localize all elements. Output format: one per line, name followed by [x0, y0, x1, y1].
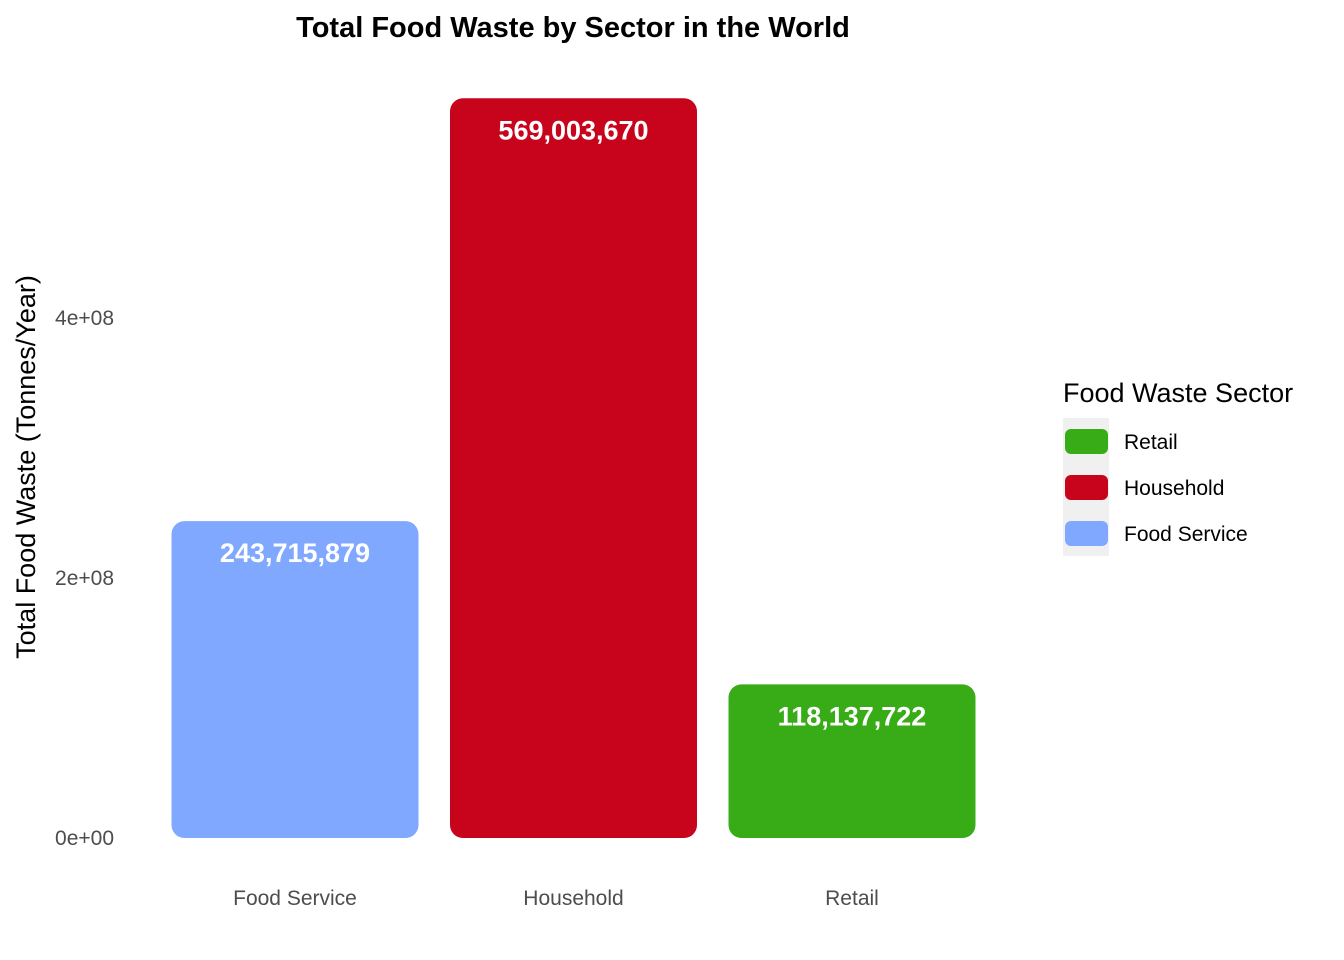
y-axis-ticks: 0e+00 2e+08 4e+08	[55, 307, 114, 850]
legend-item-label: Household	[1124, 477, 1224, 500]
legend-item-label: Food Service	[1124, 523, 1248, 546]
legend-key	[1065, 521, 1108, 546]
y-tick-label: 4e+08	[55, 307, 114, 330]
bars: 243,715,879 569,003,670 118,137,722	[171, 98, 976, 838]
x-tick-label: Retail	[825, 887, 879, 910]
chart-title: Total Food Waste by Sector in the World	[296, 12, 850, 44]
bar-value-label: 118,137,722	[778, 701, 927, 731]
x-tick-label: Food Service	[233, 887, 357, 910]
y-tick-label: 0e+00	[55, 827, 114, 850]
bar-retail	[728, 684, 976, 838]
x-axis-ticks: Food Service Household Retail	[233, 887, 879, 910]
y-axis-label: Total Food Waste (Tonnes/Year)	[11, 275, 41, 659]
bar-value-label: 569,003,670	[498, 115, 648, 145]
bar-value-label: 243,715,879	[220, 538, 370, 568]
legend: Food Waste Sector Retail Household Food Se…	[1063, 378, 1293, 556]
y-tick-label: 2e+08	[55, 567, 114, 590]
bar-food-service	[171, 521, 419, 838]
legend-key	[1065, 475, 1108, 500]
x-tick-label: Household	[523, 887, 623, 910]
bar-household	[450, 98, 697, 838]
legend-key	[1065, 429, 1108, 454]
legend-title: Food Waste Sector	[1063, 378, 1293, 408]
legend-item-label: Retail	[1124, 431, 1178, 454]
